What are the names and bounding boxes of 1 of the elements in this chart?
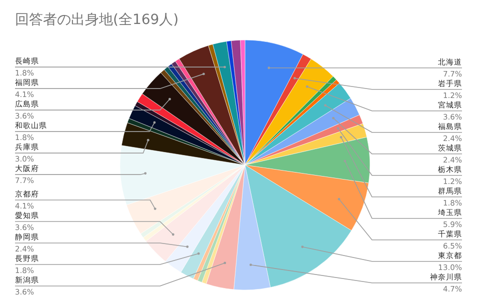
chart-title: 回答者の出身地(全169人) — [15, 12, 179, 28]
